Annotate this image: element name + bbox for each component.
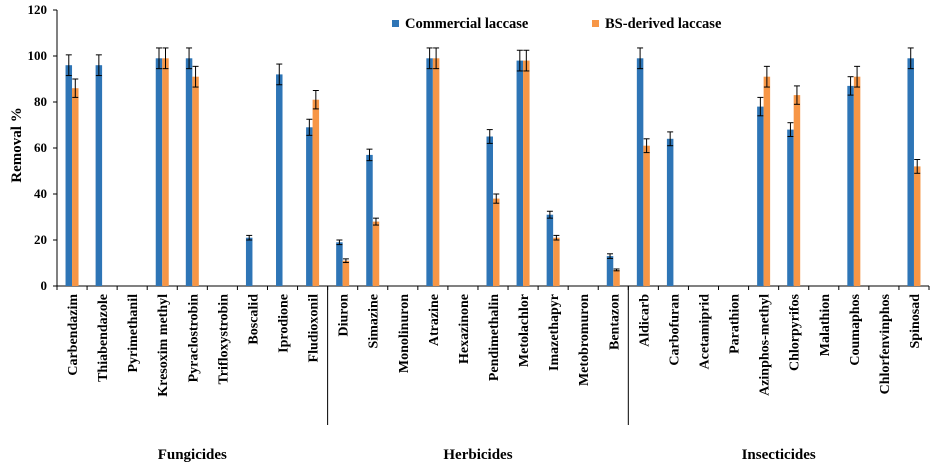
- group-label-herbicides: Herbicides: [443, 447, 512, 463]
- x-label-hexazinone: Hexazinone: [457, 294, 472, 364]
- x-label-pyraclostrobin: Pyraclostrobin: [186, 294, 201, 383]
- y-tick-label: 100: [28, 48, 48, 63]
- bar-commercial-laccase-bentazon: [606, 256, 614, 286]
- bar-bs-derived-laccase-pendimethalin: [493, 198, 500, 286]
- x-label-chlorpyrifos: Chlorpyrifos: [788, 293, 803, 371]
- x-label-imazethapyr: Imazethapyr: [547, 294, 562, 371]
- y-tick-label: 40: [34, 186, 47, 201]
- bar-commercial-laccase-chlorpyrifos: [787, 129, 794, 286]
- bar-bs-derived-laccase-simazine: [372, 221, 380, 286]
- x-label-azinphos-methyl: Azinphos-methyl: [758, 294, 773, 396]
- bar-commercial-laccase-simazine: [366, 154, 373, 286]
- x-label-coumaphos: Coumaphos: [848, 293, 863, 365]
- x-label-chlorfenvinphos: Chlorfenvinphos: [878, 293, 893, 394]
- bar-bs-derived-laccase-coumaphos: [853, 76, 861, 286]
- x-label-parathion: Parathion: [728, 294, 743, 354]
- bar-commercial-laccase-spinosad: [907, 58, 914, 286]
- bar-bs-derived-laccase-diuron: [342, 260, 350, 286]
- x-label-spinosad: Spinosad: [908, 294, 923, 349]
- legend-swatch-commercial: [392, 20, 399, 27]
- x-label-atrazine: Atrazine: [427, 294, 442, 346]
- x-label-carbofuran: Carbofuran: [667, 294, 682, 366]
- x-label-thiabendazole: Thiabendazole: [96, 294, 111, 382]
- x-label-carbendazim: Carbendazim: [66, 294, 81, 376]
- x-label-metolachlor: Metolachlor: [517, 294, 532, 367]
- bar-bs-derived-laccase-imazethapyr: [553, 237, 560, 286]
- bar-commercial-laccase-carbendazim: [65, 65, 73, 286]
- x-label-malathion: Malathion: [818, 294, 833, 356]
- x-label-acetamiprid: Acetamiprid: [697, 294, 712, 370]
- bar-commercial-laccase-azinphos-methyl: [757, 106, 764, 286]
- y-tick-label: 0: [41, 278, 48, 293]
- group-label-insecticides: Insecticides: [742, 447, 816, 463]
- y-axis-label: Removal %: [9, 107, 25, 182]
- bar-commercial-laccase-pendimethalin: [486, 136, 493, 286]
- y-tick-label: 60: [34, 140, 47, 155]
- group-label-fungicides: Fungicides: [158, 447, 227, 463]
- x-label-iprodione: Iprodione: [277, 294, 292, 353]
- bar-commercial-laccase-imazethapyr: [546, 214, 554, 286]
- x-label-metobromuron: Metobromuron: [577, 294, 592, 386]
- x-label-fludioxonil: Fludioxonil: [307, 294, 322, 363]
- x-label-simazine: Simazine: [367, 294, 382, 348]
- bar-bs-derived-laccase-metolachlor: [523, 60, 530, 286]
- x-label-trifloxystrobin: Trifloxystrobin: [216, 294, 231, 385]
- legend-swatch-bs-derived: [592, 20, 599, 27]
- bar-commercial-laccase-fludioxonil: [306, 127, 313, 286]
- bar-bs-derived-laccase-fludioxonil: [312, 99, 320, 286]
- bar-commercial-laccase-boscalid: [245, 237, 253, 286]
- y-tick-label: 20: [34, 232, 47, 247]
- legend: Commercial laccase BS-derived laccase: [392, 16, 722, 32]
- x-label-boscalid: Boscalid: [246, 294, 261, 345]
- x-label-pendimethalin: Pendimethalin: [487, 294, 502, 381]
- bar-commercial-laccase-diuron: [336, 242, 343, 286]
- bar-bs-derived-laccase-azinphos-methyl: [763, 76, 771, 286]
- bar-commercial-laccase-coumaphos: [847, 85, 854, 287]
- bar-bs-derived-laccase-chlorpyrifos: [793, 95, 801, 286]
- bar-commercial-laccase-iprodione: [276, 74, 283, 287]
- bar-commercial-laccase-carbofuran: [666, 138, 674, 286]
- x-label-diuron: Diuron: [337, 294, 352, 337]
- x-label-kresoxim-methyl: Kresoxim methyl: [156, 294, 171, 397]
- x-label-pyrimethanil: Pyrimethanil: [126, 294, 141, 373]
- bar-bs-derived-laccase-bentazon: [613, 269, 620, 286]
- legend-label-bs-derived: BS-derived laccase: [605, 16, 722, 32]
- y-tick-label: 120: [28, 2, 48, 17]
- bar-bs-derived-laccase-pyraclostrobin: [192, 76, 199, 286]
- bar-bs-derived-laccase-carbendazim: [72, 88, 79, 286]
- bar-bs-derived-laccase-atrazine: [432, 58, 440, 286]
- x-label-aldicarb: Aldicarb: [637, 294, 652, 347]
- legend-label-commercial: Commercial laccase: [405, 16, 529, 32]
- x-label-bentazon: Bentazon: [607, 294, 622, 350]
- bar-commercial-laccase-thiabendazole: [95, 65, 103, 286]
- y-tick-label: 80: [34, 94, 47, 109]
- bar-commercial-laccase-kresoxim-methyl: [155, 58, 163, 286]
- bar-commercial-laccase-aldicarb: [636, 58, 644, 286]
- bar-commercial-laccase-metolachlor: [516, 60, 524, 286]
- bar-bs-derived-laccase-kresoxim-methyl: [162, 58, 169, 286]
- bar-bs-derived-laccase-spinosad: [913, 166, 921, 286]
- x-label-monolinuron: Monolinuron: [397, 294, 412, 373]
- bar-bs-derived-laccase-aldicarb: [643, 145, 650, 286]
- bar-commercial-laccase-atrazine: [426, 58, 433, 286]
- bar-commercial-laccase-pyraclostrobin: [185, 58, 193, 286]
